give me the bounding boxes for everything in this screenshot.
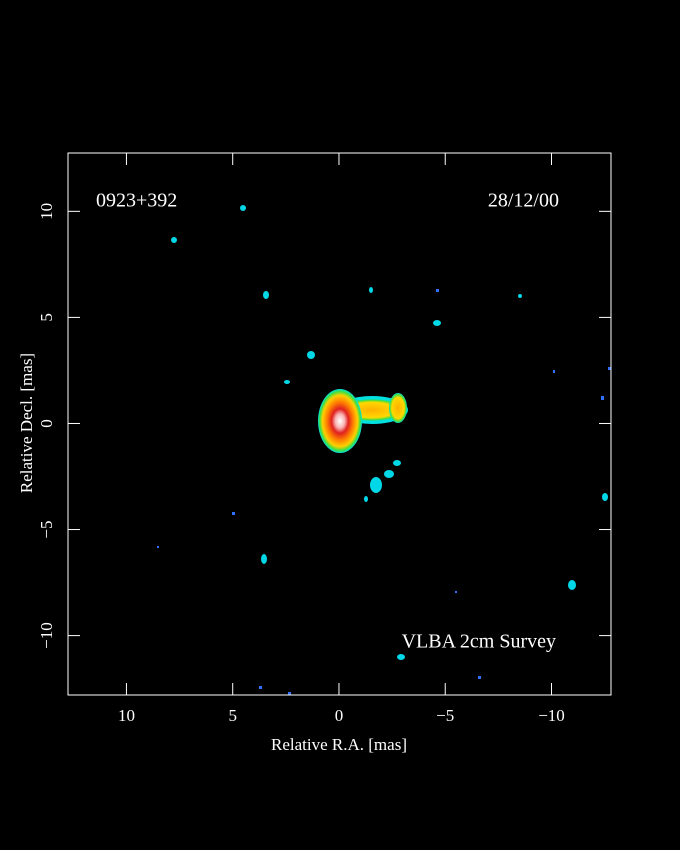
- x-tick-label: −10: [538, 706, 565, 725]
- y-tick-label: −10: [37, 622, 56, 649]
- jet-knot: [389, 393, 407, 423]
- y-tick-label: −5: [37, 520, 56, 538]
- x-tick-label: 5: [228, 706, 237, 725]
- noise: [171, 205, 608, 660]
- core: [318, 389, 362, 453]
- emission: [157, 205, 611, 695]
- y-axis-label: Relative Decl. [mas]: [17, 353, 36, 493]
- x-tick-label: 0: [335, 706, 344, 725]
- x-axis-label: Relative R.A. [mas]: [271, 735, 407, 754]
- frame: [67, 152, 612, 696]
- annotation: VLBA 2cm Survey: [402, 631, 556, 653]
- noise-faint: [157, 289, 611, 695]
- y-tick-label: 5: [37, 313, 56, 322]
- y-tick-label: 0: [37, 419, 56, 428]
- x-tick-label: 10: [118, 706, 135, 725]
- source-label: 0923+392: [96, 190, 177, 212]
- date-label: 28/12/00: [488, 190, 559, 212]
- x-tick-label: −5: [436, 706, 454, 725]
- y-tick-label: 10: [37, 203, 56, 220]
